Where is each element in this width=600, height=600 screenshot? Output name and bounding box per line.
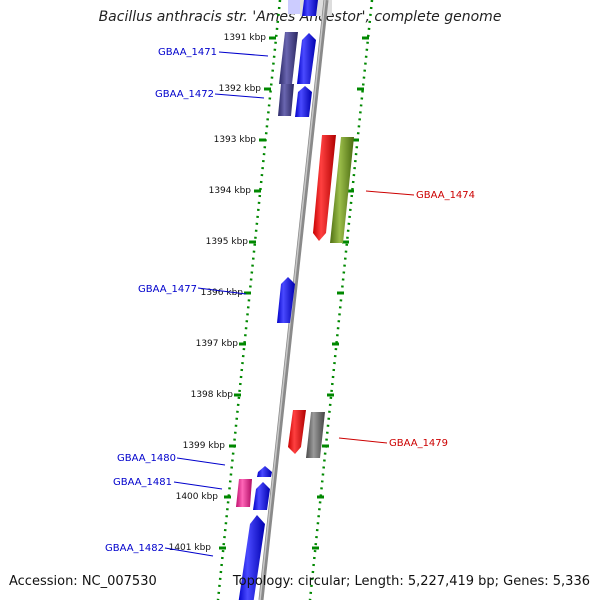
connector-gbaa-1481 (173, 481, 223, 490)
tick-label-1399: 1399 kbp (183, 441, 226, 451)
gene-label-gbaa-1480[interactable]: GBAA_1480 (117, 453, 176, 464)
gene-feature-gbaa-1479-gray (306, 412, 325, 458)
connector-gbaa-1477 (197, 287, 247, 295)
tick-label-1394: 1394 kbp (209, 186, 252, 196)
connector-gbaa-1472 (214, 93, 265, 99)
genome-summary: Topology: circular; Length: 5,227,419 bp… (232, 574, 590, 589)
gene-feature-gbaa-1471-fwd (297, 33, 316, 84)
gene-feature-gbaa-1474 (313, 135, 336, 241)
connector-gbaa-1474 (365, 190, 415, 196)
gene-label-gbaa-1474[interactable]: GBAA_1474 (416, 190, 475, 201)
accession-text: Accession: NC_007530 (9, 574, 157, 589)
tick-label-1400: 1400 kbp (176, 492, 219, 502)
gene-feature-gbaa-1482 (238, 515, 265, 600)
connector-gbaa-1482 (164, 547, 214, 557)
gene-feature-gbaa-1481 (236, 479, 252, 507)
genome-title: Bacillus anthracis str. 'Ames Ancestor',… (98, 9, 502, 25)
gene-feature-gbaa-1472 (278, 84, 294, 116)
gene-feature-top-light (288, 0, 300, 14)
tick-label-1397: 1397 kbp (196, 339, 239, 349)
gene-feature-gbaa-1471 (279, 32, 298, 84)
gene-labels: GBAA_1471 GBAA_1472 GBAA_1474 GBAA_1477 … (105, 47, 475, 554)
tick-label-1393: 1393 kbp (214, 135, 257, 145)
tick-label-1401: 1401 kbp (169, 543, 212, 553)
tick-label-1395: 1395 kbp (206, 237, 249, 247)
gene-label-gbaa-1472[interactable]: GBAA_1472 (155, 89, 214, 100)
gene-feature-top-blue (302, 0, 318, 16)
gene-label-gbaa-1477[interactable]: GBAA_1477 (138, 284, 197, 295)
gene-label-gbaa-1479[interactable]: GBAA_1479 (389, 438, 448, 449)
gene-label-gbaa-1471[interactable]: GBAA_1471 (158, 47, 217, 58)
gene-feature-gbaa-1474-olive (330, 137, 354, 243)
gene-feature-gbaa-1477 (277, 277, 295, 323)
outer-dotted-track (308, 0, 374, 600)
gene-label-gbaa-1481[interactable]: GBAA_1481 (113, 477, 172, 488)
tick-label-1398: 1398 kbp (191, 390, 234, 400)
gene-label-gbaa-1482[interactable]: GBAA_1482 (105, 543, 164, 554)
inner-dotted-track (216, 0, 282, 600)
connector-gbaa-1480 (176, 457, 226, 466)
tick-label-1396: 1396 kbp (201, 288, 244, 298)
gene-label-connectors (164, 51, 415, 557)
tick-label-1391: 1391 kbp (224, 33, 267, 43)
outer-tick-marks (312, 36, 369, 550)
kbp-tick-labels: 1391 kbp 1392 kbp 1393 kbp 1394 kbp 1395… (169, 33, 267, 553)
gene-feature-gbaa-1481-fwd (253, 482, 270, 510)
kbp-tick-marks (219, 36, 276, 550)
genome-backbone (258, 0, 329, 600)
tick-label-1392: 1392 kbp (219, 84, 262, 94)
gene-feature-gbaa-1480 (257, 466, 272, 477)
connector-gbaa-1479 (338, 437, 388, 444)
gene-feature-gbaa-1479 (288, 410, 306, 454)
connector-gbaa-1471 (218, 51, 269, 57)
gene-features (236, 0, 354, 600)
gene-feature-gbaa-1472-fwd (295, 86, 312, 117)
